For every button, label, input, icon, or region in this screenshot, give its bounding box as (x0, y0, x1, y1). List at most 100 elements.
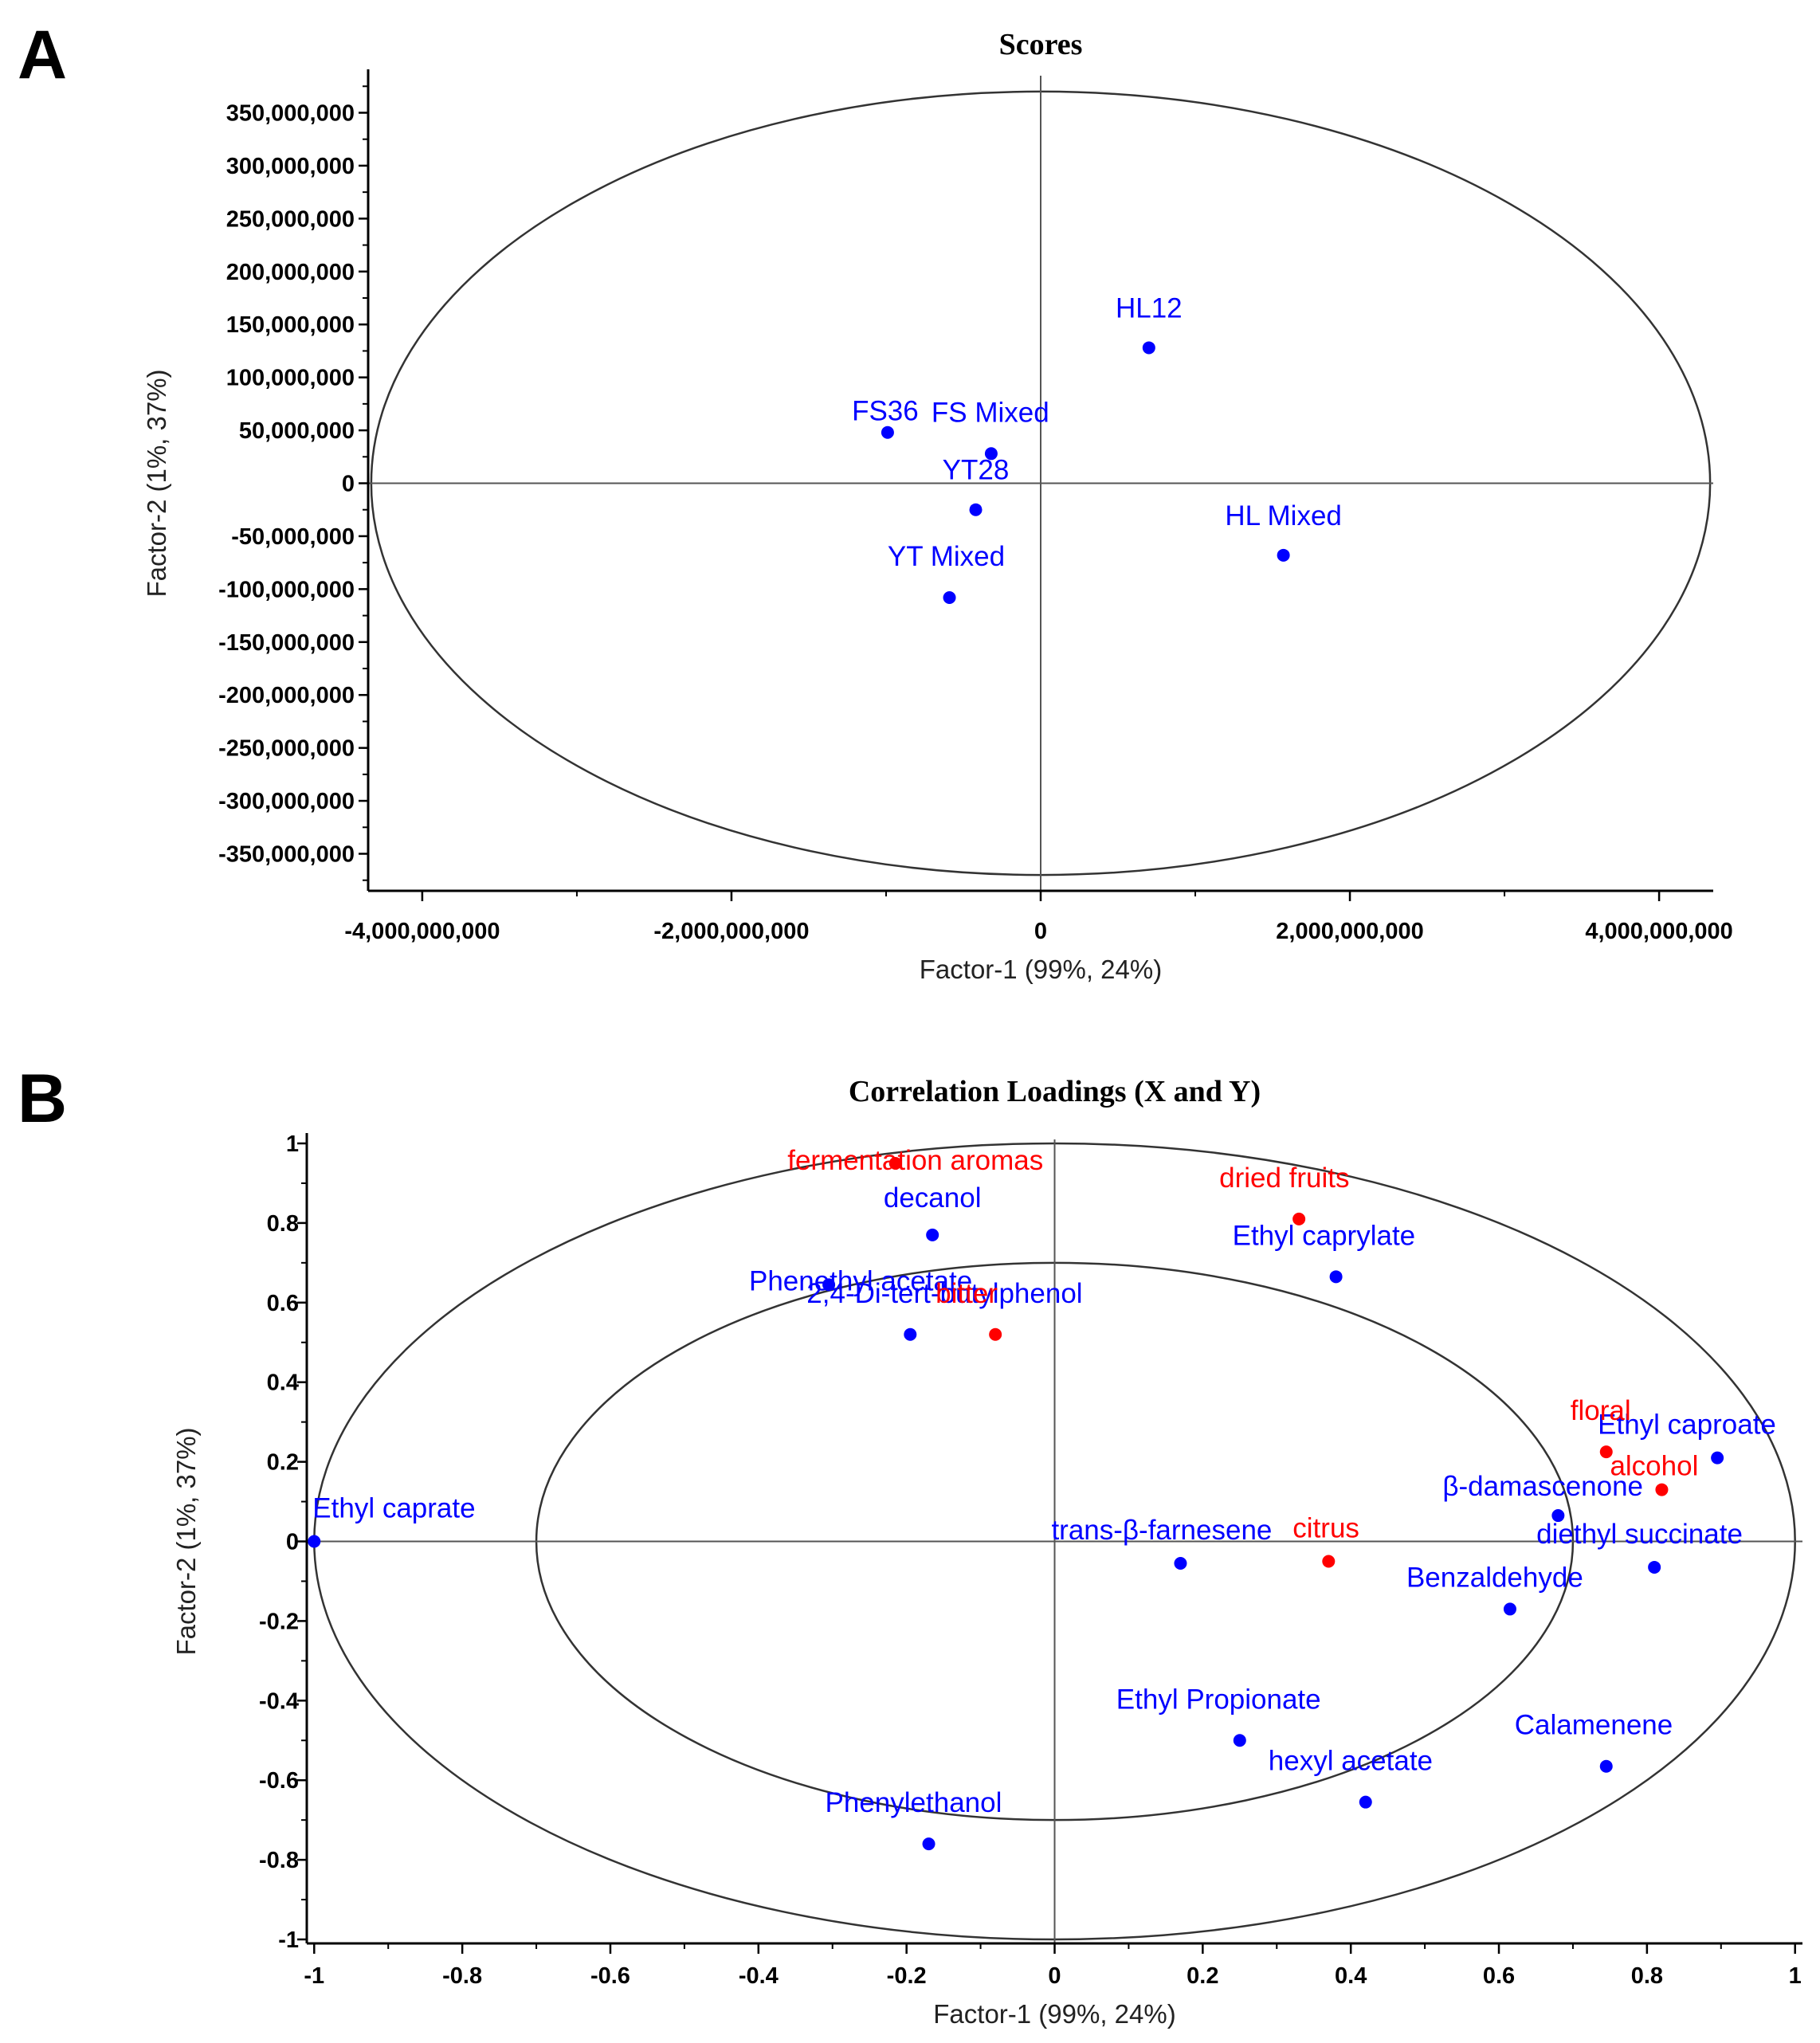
data-point-decanol (926, 1228, 939, 1241)
y-tick-label: -0.8 (259, 1848, 299, 1873)
y-tick-label: -0.4 (259, 1688, 299, 1714)
y-tick-label: 300,000,000 (226, 154, 355, 179)
data-point-phenylethanol (922, 1837, 935, 1851)
x-tick-label: 1 (1789, 1963, 1802, 1989)
y-tick-label: -250,000,000 (218, 736, 355, 762)
data-point-ethyl-caprate (308, 1535, 321, 1548)
y-tick-label: -0.2 (259, 1609, 299, 1634)
scores-chart: Scores 350,000,000 300,000,000 250,000,000 2… (142, 28, 1733, 984)
x-tick-label: 0 (1048, 1963, 1061, 1989)
x-tick-label: -0.2 (887, 1963, 927, 1989)
data-point-ethyl-propionate (1233, 1734, 1246, 1747)
x-tick-label: 4,000,000,000 (1585, 919, 1732, 944)
point-label-hexyl-acetate: hexyl acetate (1269, 1746, 1433, 1777)
point-label-2-4-di-tert-butylphenol: 2,4-Di-tert-butylphenol (806, 1278, 1082, 1309)
point-label-fs36: FS36 (852, 396, 919, 427)
data-point-citrus (1322, 1555, 1336, 1568)
y-tick-label: 0.2 (267, 1450, 299, 1476)
point-label-floral: floral (1571, 1395, 1631, 1426)
point-label-ethyl-propionate: Ethyl Propionate (1116, 1684, 1321, 1715)
y-tick-label: 0 (286, 1530, 299, 1555)
data-point-fs36 (881, 425, 894, 439)
y-axis-label: Factor-2 (1%, 37%) (142, 369, 171, 597)
point-label-ethyl-caproate: Ethyl caproate (1598, 1410, 1776, 1441)
x-tick-label: 0.2 (1187, 1963, 1218, 1989)
data-point-dried-fruits (1292, 1212, 1306, 1225)
data-point-benzaldehyde (1503, 1602, 1516, 1616)
data-point-calamenene (1599, 1759, 1613, 1773)
data-point-fs-mixed (984, 447, 998, 461)
point-label-decanol: decanol (884, 1182, 982, 1214)
y-tick-label: 0 (342, 472, 355, 497)
data-point-hexyl-acetate (1359, 1795, 1372, 1809)
y-tick-label: 100,000,000 (226, 366, 355, 391)
point-label-fs-mixed: FS Mixed (932, 397, 1049, 428)
data-point-fermentation-aromas (888, 1156, 902, 1170)
data-point-bitter (989, 1327, 1002, 1341)
y-tick-label: -200,000,000 (218, 683, 355, 708)
y-tick-label: -50,000,000 (231, 524, 355, 550)
data-point-hl12 (1142, 341, 1155, 355)
y-tick-label: 1 (286, 1131, 299, 1157)
chart-title: Correlation Loadings (X and Y) (849, 1075, 1261, 1108)
x-tick-label: 0.6 (1483, 1963, 1515, 1989)
chart-title: Scores (999, 28, 1083, 61)
x-tick-label: 2,000,000,000 (1276, 919, 1423, 944)
point-label-diethyl-succinate: diethyl succinate (1536, 1519, 1743, 1550)
x-tick-label: -1 (304, 1963, 324, 1989)
y-tick-label: -150,000,000 (218, 630, 355, 656)
x-tick-label: -0.4 (739, 1963, 779, 1989)
point-label-damascenone: β-damascenone (1442, 1471, 1643, 1502)
y-tick-label: 200,000,000 (226, 260, 355, 285)
x-tick-label: -0.6 (590, 1963, 630, 1989)
x-axis-label: Factor-1 (99%, 24%) (920, 955, 1162, 984)
x-tick-label: -4,000,000,000 (344, 919, 500, 944)
y-tick-label: 0.4 (267, 1370, 299, 1396)
data-point-floral (1599, 1445, 1613, 1459)
y-tick-label: -0.6 (259, 1768, 299, 1794)
correlation-loadings-chart: Correlation Loadings (X and Y) 1 0.8 0.6 0.4… (171, 1075, 1802, 2029)
data-point-ethyl-caproate (1711, 1451, 1724, 1465)
x-tick-label: -0.8 (442, 1963, 482, 1989)
data-point-diethyl-succinate (1648, 1560, 1661, 1574)
y-tick-label: -100,000,000 (218, 577, 355, 602)
x-tick-label: 0.4 (1335, 1963, 1367, 1989)
point-label-hl-mixed: HL Mixed (1225, 500, 1342, 531)
point-label-dried-fruits: dried fruits (1219, 1163, 1349, 1194)
point-label-alcohol: alcohol (1610, 1451, 1698, 1482)
data-point-trans-farnesene (1174, 1556, 1187, 1570)
point-label-citrus: citrus (1292, 1512, 1359, 1543)
point-label-phenylethanol: Phenylethanol (826, 1787, 1002, 1818)
panel-letter-b: B (18, 1061, 68, 1137)
y-tick-label: 250,000,000 (226, 206, 355, 232)
data-point-hl-mixed (1277, 548, 1290, 562)
data-point-yt-mixed (943, 590, 956, 604)
point-label-calamenene: Calamenene (1515, 1710, 1673, 1741)
point-label-ethyl-caprate: Ethyl caprate (312, 1493, 475, 1524)
point-label-trans-farnesene: trans-β-farnesene (1051, 1515, 1272, 1546)
point-label-yt-mixed: YT Mixed (888, 541, 1005, 572)
y-axis-label: Factor-2 (1%, 37%) (171, 1427, 201, 1655)
y-tick-label: 50,000,000 (239, 418, 355, 444)
y-tick-label: -1 (278, 1927, 299, 1953)
y-tick-label: -350,000,000 (218, 842, 355, 868)
x-tick-label: -2,000,000,000 (653, 919, 809, 944)
point-label-benzaldehyde: Benzaldehyde (1406, 1562, 1583, 1593)
data-point-yt28 (969, 503, 983, 516)
x-tick-label: 0 (1034, 919, 1047, 944)
x-tick-label: 0.8 (1631, 1963, 1663, 1989)
y-tick-label: 0.8 (267, 1211, 299, 1237)
point-label-hl12: HL12 (1116, 292, 1183, 324)
data-point-damascenone (1551, 1509, 1565, 1523)
y-tick-label: 350,000,000 (226, 101, 355, 127)
data-point-ethyl-caprylate (1329, 1270, 1343, 1284)
x-axis-label: Factor-1 (99%, 24%) (933, 1999, 1175, 2029)
point-label-phenethyl-acetate: Phenethyl acetate (749, 1265, 972, 1296)
y-tick-label: -300,000,000 (218, 789, 355, 814)
panel-letter-a: A (18, 17, 68, 93)
point-label-fermentation-aromas: fermentation aromas (787, 1145, 1043, 1176)
y-tick-label: 0.6 (267, 1291, 299, 1316)
point-label-bitter: bitter (935, 1278, 998, 1309)
data-point-alcohol (1655, 1483, 1669, 1496)
